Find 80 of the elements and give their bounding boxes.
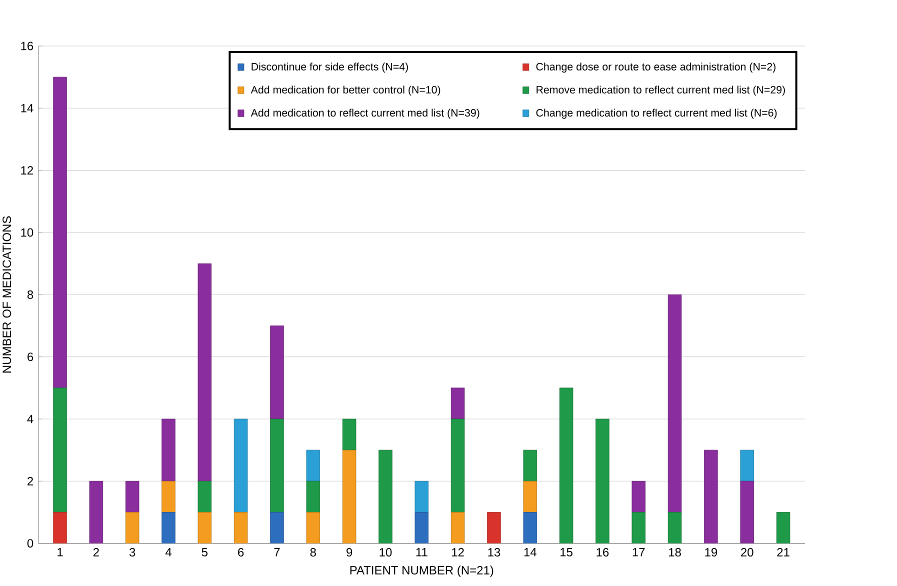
legend-label: Add medication for better control (N=10) (250, 86, 440, 96)
bar (306, 450, 320, 482)
bar (776, 512, 790, 544)
x-tick-label: 3 (129, 548, 136, 557)
bar (414, 480, 429, 512)
bar (378, 450, 392, 544)
x-tick-label: 4 (165, 548, 172, 556)
bar (125, 512, 140, 544)
bar (125, 480, 140, 512)
bar (668, 294, 682, 512)
bar (704, 450, 718, 544)
bar (523, 480, 537, 512)
y-tick-label: 2 (28, 476, 33, 486)
x-tick-label: 19 (705, 548, 718, 557)
x-tick-label: 20 (741, 548, 754, 557)
x-tick-label: 2 (93, 548, 99, 556)
bar (523, 512, 537, 544)
bar (162, 480, 176, 512)
x-tick-label: 10 (380, 548, 392, 557)
bar (53, 388, 67, 512)
bar (198, 263, 212, 482)
legend-label: Add medication to reflect current med list (N=39) (250, 108, 480, 119)
bar (450, 512, 465, 544)
bar (162, 418, 176, 482)
x-tick-label: 6 (238, 548, 244, 557)
x-tick-label: 16 (596, 548, 609, 557)
x-tick-label: 7 (274, 548, 280, 556)
y-tick-label: 0 (27, 539, 34, 548)
y-tick-label: 6 (28, 352, 34, 362)
bar (740, 480, 754, 544)
y-tick-label: 14 (21, 104, 34, 112)
x-tick-label: 14 (524, 548, 536, 556)
bar (53, 76, 67, 388)
x-tick-label: 13 (488, 548, 500, 557)
bar (559, 388, 574, 544)
bar (450, 388, 465, 420)
bar (198, 480, 212, 512)
bar (632, 480, 646, 512)
legend-label: Change medication to reflect current med list (N=6) (536, 108, 777, 119)
x-tick-label: 1 (58, 548, 63, 556)
bar (632, 512, 646, 544)
bar (306, 480, 320, 512)
y-axis-title: NUMBER OF MEDICATIONS (2, 216, 12, 373)
y-tick-label: 8 (27, 290, 34, 299)
x-tick-label: 5 (202, 548, 208, 556)
legend-label: Remove medication to reflect current med list (N=29) (536, 86, 785, 96)
bar (53, 512, 67, 544)
bar (523, 450, 537, 482)
x-tick-label: 21 (777, 548, 790, 556)
legend-label: Discontinue for side effects (N=4) (252, 62, 408, 73)
bar (270, 418, 284, 512)
x-tick-label: 15 (560, 548, 572, 556)
bar (342, 418, 356, 450)
legend-label: Change dose or route to ease administration (N=2) (536, 62, 776, 73)
bar (162, 512, 176, 544)
bar (487, 512, 501, 544)
bar (270, 512, 284, 544)
x-tick-label: 18 (669, 548, 681, 557)
y-tick-label: 12 (21, 166, 33, 175)
x-tick-label: 8 (310, 548, 316, 557)
bar (596, 418, 610, 544)
bar (234, 512, 248, 544)
bar (342, 450, 356, 544)
y-tick-label: 10 (21, 228, 34, 237)
y-tick-label: 16 (21, 42, 34, 50)
bar (740, 450, 754, 482)
bar (198, 512, 212, 544)
x-tick-label: 9 (346, 548, 352, 557)
x-tick-label: 17 (632, 548, 645, 556)
bar (270, 326, 284, 420)
x-axis-title: PATIENT NUMBER (N=21) (350, 566, 494, 577)
bar (234, 418, 248, 512)
bar (306, 512, 320, 544)
x-tick-label: 12 (452, 548, 464, 556)
x-tick-label: 11 (416, 548, 428, 556)
bar (89, 480, 104, 544)
bar (668, 512, 682, 544)
bar (450, 418, 465, 512)
bar (414, 512, 429, 544)
y-tick-label: 4 (27, 414, 34, 424)
